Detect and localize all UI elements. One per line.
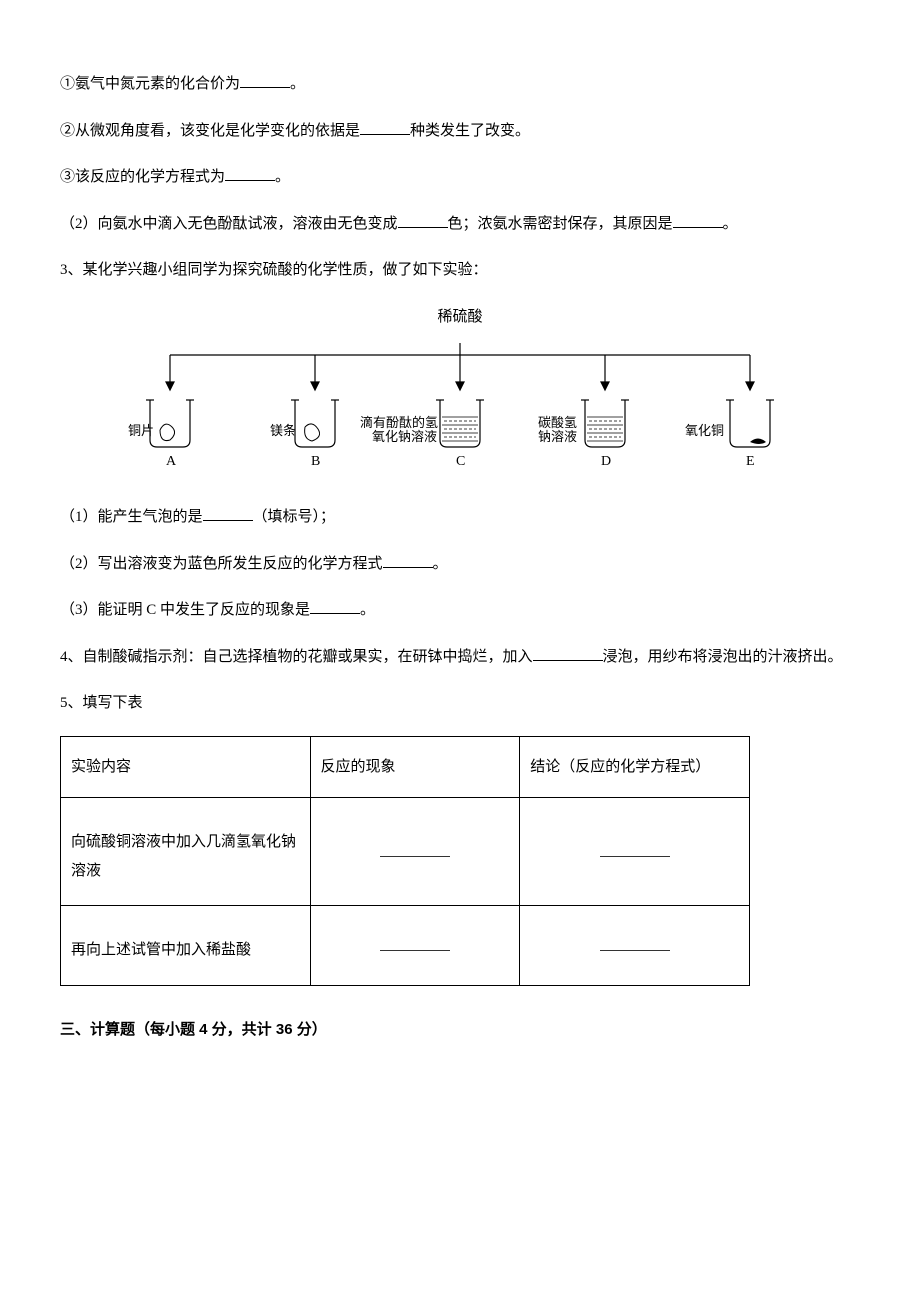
q1-p2-c: 。	[723, 216, 738, 232]
blank-q1-3[interactable]	[225, 165, 275, 181]
svg-text:E: E	[746, 454, 755, 469]
q3-sub3-post: 。	[360, 602, 375, 618]
svg-text:D: D	[601, 454, 611, 469]
table-row: 向硫酸铜溶液中加入几滴氢氧化钠溶液	[61, 798, 750, 906]
svg-text:氧化钠溶液: 氧化钠溶液	[372, 429, 437, 444]
q3-sub2: （2）写出溶液变为蓝色所发生反应的化学方程式 。	[60, 550, 860, 579]
cell-r2c2[interactable]	[310, 906, 520, 986]
table-row: 实验内容 反应的现象 结论（反应的化学方程式）	[61, 736, 750, 798]
svg-text:钠溶液: 钠溶液	[538, 429, 577, 444]
section3-heading: 三、计算题（每小题 4 分，共计 36 分）	[60, 1016, 860, 1045]
svg-text:氧化铜: 氧化铜	[685, 423, 724, 438]
cell-r2c1: 再向上述试管中加入稀盐酸	[61, 906, 311, 986]
q3-intro: 3、某化学兴趣小组同学为探究硫酸的化学性质，做了如下实验：	[60, 256, 860, 285]
q4-post: 浸泡，用纱布将浸泡出的汁液挤出。	[603, 649, 843, 665]
q1-sub1-pre: ①氨气中氮元素的化合价为	[60, 76, 240, 92]
svg-text:A: A	[166, 454, 177, 469]
table-row: 再向上述试管中加入稀盐酸	[61, 906, 750, 986]
q1-part2: （2）向氨水中滴入无色酚酞试液，溶液由无色变成 色；浓氨水需密封保存，其原因是 。	[60, 210, 860, 239]
q1-sub2: ②从微观角度看，该变化是化学变化的依据是 种类发生了改变。	[60, 117, 860, 146]
th-col3: 结论（反应的化学方程式）	[520, 736, 750, 798]
q3-sub2-pre: （2）写出溶液变为蓝色所发生反应的化学方程式	[60, 556, 383, 572]
beaker-C: 滴有酚酞的氢 氧化钠溶液 C	[360, 400, 484, 469]
blank-q3-1[interactable]	[203, 505, 253, 521]
q5-table: 实验内容 反应的现象 结论（反应的化学方程式） 向硫酸铜溶液中加入几滴氢氧化钠溶…	[60, 736, 750, 986]
q3-sub2-post: 。	[433, 556, 448, 572]
blank-q1-4a[interactable]	[398, 212, 448, 228]
blank-q1-2[interactable]	[360, 119, 410, 135]
q1-sub2-post: 种类发生了改变。	[410, 123, 530, 139]
cell-r2c3[interactable]	[520, 906, 750, 986]
blank-q3-3[interactable]	[310, 598, 360, 614]
beaker-B: 镁条 B	[270, 400, 339, 469]
q4: 4、自制酸碱指示剂：自己选择植物的花瓣或果实，在研钵中捣烂，加入 浸泡，用纱布将浸…	[60, 643, 860, 672]
svg-text:镁条: 镁条	[270, 423, 296, 438]
q3-sub1-pre: （1）能产生气泡的是	[60, 509, 203, 525]
q1-p2-a: （2）向氨水中滴入无色酚酞试液，溶液由无色变成	[60, 216, 398, 232]
q1-sub3-post: 。	[275, 169, 290, 185]
svg-text:滴有酚酞的氢: 滴有酚酞的氢	[360, 415, 438, 430]
th-col2: 反应的现象	[310, 736, 520, 798]
svg-text:铜片: 铜片	[128, 423, 154, 438]
svg-text:B: B	[311, 454, 320, 469]
cell-r1c1: 向硫酸铜溶液中加入几滴氢氧化钠溶液	[61, 798, 311, 906]
blank-q3-2[interactable]	[383, 552, 433, 568]
q1-sub1: ①氨气中氮元素的化合价为 。	[60, 70, 860, 99]
beaker-D: 碳酸氢 钠溶液 D	[538, 400, 629, 469]
beaker-E: 氧化铜 E	[685, 400, 774, 469]
q1-sub1-post: 。	[290, 76, 305, 92]
blank-q4[interactable]	[533, 645, 603, 661]
q3-chart-title: 稀硫酸	[60, 303, 860, 332]
q3-sub3: （3）能证明 C 中发生了反应的现象是 。	[60, 596, 860, 625]
q3-sub3-pre: （3）能证明 C 中发生了反应的现象是	[60, 602, 310, 618]
cell-r1c3[interactable]	[520, 798, 750, 906]
th-col1: 实验内容	[61, 736, 311, 798]
q5-intro: 5、填写下表	[60, 689, 860, 718]
blank-q1-4b[interactable]	[673, 212, 723, 228]
q1-sub3: ③该反应的化学方程式为 。	[60, 163, 860, 192]
q1-sub3-pre: ③该反应的化学方程式为	[60, 169, 225, 185]
beaker-A: 铜片 A	[128, 400, 194, 469]
q3-flow-svg: 铜片 A 镁条 B 滴有酚酞的氢	[110, 335, 810, 485]
svg-text:C: C	[456, 454, 465, 469]
q1-sub2-pre: ②从微观角度看，该变化是化学变化的依据是	[60, 123, 360, 139]
svg-text:碳酸氢: 碳酸氢	[538, 415, 577, 430]
cell-r1c2[interactable]	[310, 798, 520, 906]
q4-pre: 4、自制酸碱指示剂：自己选择植物的花瓣或果实，在研钵中捣烂，加入	[60, 649, 533, 665]
q1-p2-b: 色；浓氨水需密封保存，其原因是	[448, 216, 673, 232]
blank-q1-1[interactable]	[240, 72, 290, 88]
q3-sub1: （1）能产生气泡的是 （填标号）；	[60, 503, 860, 532]
q3-sub1-post: （填标号）；	[253, 509, 336, 525]
q3-chart: 稀硫酸 铜片 A 镁条 B	[60, 303, 860, 486]
